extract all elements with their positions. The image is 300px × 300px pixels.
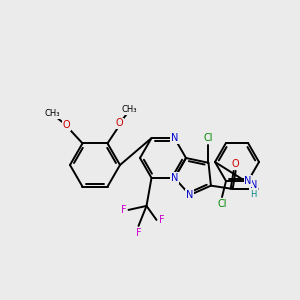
Text: CH₃: CH₃ [122, 105, 137, 114]
Text: CH₃: CH₃ [45, 109, 60, 118]
Text: H: H [250, 190, 257, 200]
Text: O: O [232, 159, 239, 169]
Text: O: O [116, 118, 123, 128]
Text: Cl: Cl [204, 133, 213, 143]
Text: N: N [244, 176, 252, 186]
Text: Cl: Cl [217, 199, 227, 209]
Text: N: N [171, 133, 178, 143]
Text: F: F [159, 215, 164, 225]
Text: O: O [63, 120, 70, 130]
Text: F: F [121, 205, 126, 215]
Text: N: N [250, 180, 257, 190]
Text: N: N [186, 190, 194, 200]
Text: N: N [171, 173, 178, 183]
Text: F: F [136, 228, 141, 238]
